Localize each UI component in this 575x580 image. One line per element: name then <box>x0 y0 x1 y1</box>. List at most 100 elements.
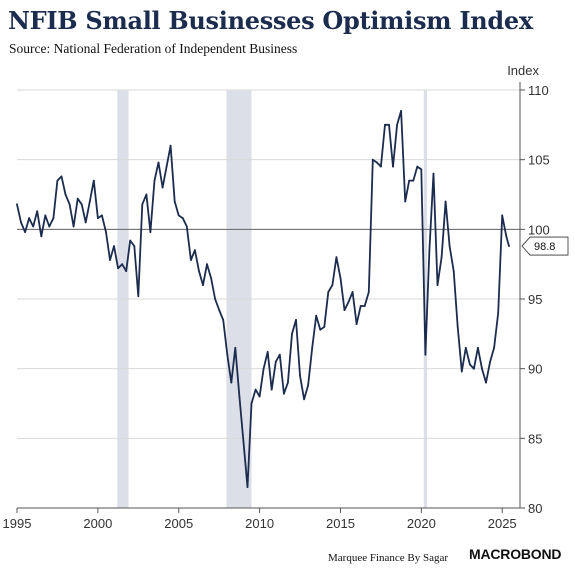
data-point <box>101 214 103 217</box>
data-point <box>161 186 164 189</box>
data-point <box>424 353 427 356</box>
data-point <box>440 256 443 259</box>
grid-lines <box>17 89 520 509</box>
y-tick-label: 110 <box>528 83 549 98</box>
data-point <box>497 312 500 314</box>
data-point <box>226 353 229 356</box>
data-point <box>380 165 382 168</box>
data-point <box>412 179 415 182</box>
data-point <box>493 346 495 349</box>
data-point <box>448 245 451 248</box>
data-point <box>97 217 99 220</box>
data-point <box>327 291 330 293</box>
data-point <box>444 200 447 203</box>
data-point <box>408 179 411 182</box>
data-point <box>129 239 132 242</box>
data-point <box>52 217 55 220</box>
data-point <box>133 245 136 248</box>
data-point <box>319 328 322 331</box>
data-point <box>141 203 144 206</box>
data-point <box>190 259 192 261</box>
data-point <box>165 165 168 168</box>
data-point <box>181 217 184 220</box>
data-point <box>32 225 35 228</box>
data-point <box>28 217 30 220</box>
series-layer <box>16 110 510 488</box>
data-point <box>347 300 350 303</box>
data-point <box>469 363 471 366</box>
data-point <box>198 270 200 272</box>
data-point <box>274 360 277 363</box>
data-point <box>169 144 172 147</box>
data-point <box>40 235 43 238</box>
data-point <box>157 161 160 164</box>
data-point <box>177 214 180 217</box>
data-point <box>343 309 346 311</box>
data-point <box>210 277 213 279</box>
data-point <box>20 221 22 224</box>
data-point <box>117 267 119 270</box>
data-point <box>355 323 358 325</box>
last-value-label: 98.8 <box>534 241 555 253</box>
data-point <box>137 295 140 298</box>
data-point <box>230 381 233 384</box>
macrobond-logo: MACROBOND <box>469 546 562 562</box>
chart-subtitle: Source: National Federation of Independe… <box>9 41 298 56</box>
data-point <box>270 388 273 391</box>
data-point <box>238 395 241 398</box>
data-point <box>76 197 79 200</box>
y-tick-label: 90 <box>528 362 542 377</box>
data-point <box>323 326 326 328</box>
data-point <box>44 214 47 217</box>
data-point <box>222 319 225 321</box>
data-point <box>432 172 435 175</box>
data-point <box>359 305 362 307</box>
data-point <box>335 256 338 259</box>
data-point <box>60 175 63 178</box>
data-point <box>420 168 423 171</box>
last-value-callout <box>521 236 569 256</box>
data-point <box>206 263 208 266</box>
data-point <box>311 346 314 349</box>
data-point <box>400 110 402 112</box>
data-point <box>339 277 342 279</box>
x-tick-label: 2010 <box>245 516 274 531</box>
data-point <box>202 284 204 286</box>
data-point <box>173 200 176 203</box>
data-point <box>505 235 508 238</box>
data-point <box>291 332 293 335</box>
axes: 80 85 90 95 100 105 110 Index 1995 2000 2005 2010 20… <box>3 63 550 531</box>
data-point <box>436 284 439 286</box>
data-point <box>351 291 354 293</box>
data-point <box>384 123 386 126</box>
data-point <box>36 210 39 213</box>
data-point <box>80 203 83 206</box>
data-point <box>489 360 491 363</box>
data-point <box>307 384 309 387</box>
data-point <box>68 203 71 206</box>
data-point <box>105 231 107 234</box>
data-point <box>508 245 510 248</box>
data-point <box>84 221 87 224</box>
data-point <box>367 291 370 293</box>
labels: 98.8 <box>521 236 569 256</box>
data-point <box>125 270 128 272</box>
data-point <box>376 161 378 164</box>
data-point <box>473 367 475 370</box>
data-point <box>452 270 455 272</box>
data-point <box>64 193 67 196</box>
data-point <box>477 346 479 349</box>
data-point <box>109 259 111 261</box>
data-point <box>88 200 91 203</box>
data-point <box>371 158 374 161</box>
data-point <box>153 179 156 182</box>
data-point <box>149 231 152 234</box>
data-point <box>258 395 261 398</box>
data-point <box>214 298 217 300</box>
data-point <box>283 392 285 395</box>
data-point <box>48 225 51 228</box>
data-point <box>303 398 305 401</box>
data-point <box>456 326 459 328</box>
y-tick-label: 100 <box>528 222 550 237</box>
data-point <box>396 123 398 126</box>
